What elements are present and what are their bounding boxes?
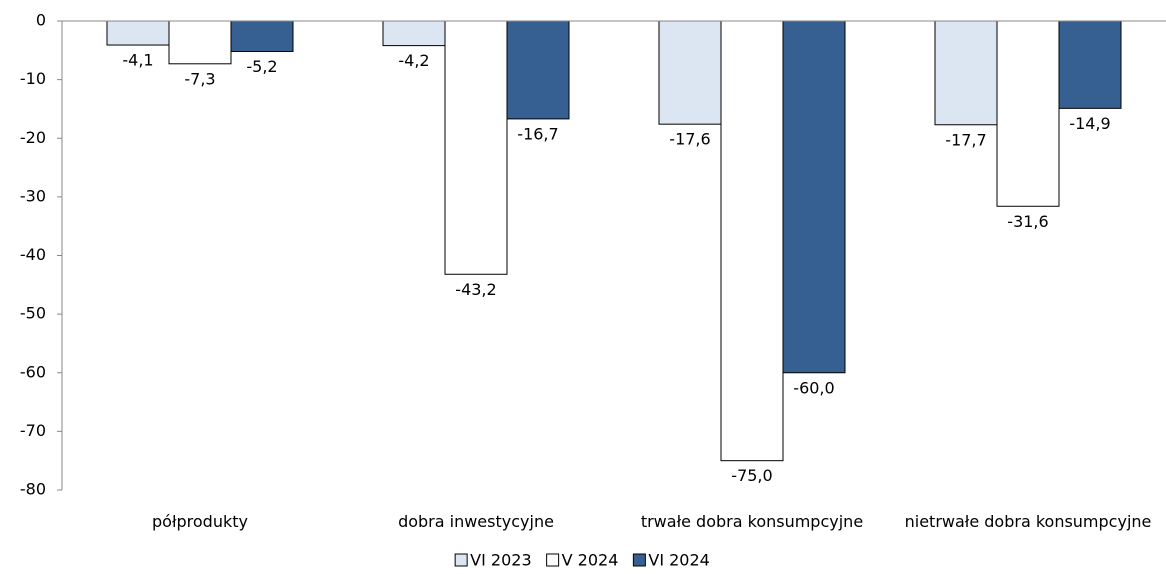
- y-tick-label: 0: [36, 11, 46, 30]
- value-label: -43,2: [455, 280, 496, 299]
- bar: [382, 20, 446, 47]
- value-label: -17,7: [945, 130, 986, 149]
- x-tick-label: nietrwałe dobra konsumpcyjne: [904, 512, 1152, 531]
- bar: [720, 20, 784, 462]
- value-label: -60,0: [793, 378, 834, 397]
- value-label: -16,7: [517, 124, 558, 143]
- legend-swatch: [632, 553, 646, 567]
- y-tick-label: -30: [20, 186, 46, 205]
- value-label: -7,3: [184, 69, 215, 88]
- legend-label: VI 2024: [648, 551, 709, 570]
- bar: [658, 20, 722, 125]
- value-label: -31,6: [1007, 212, 1048, 231]
- x-tick-label: trwałe dobra konsumpcyjne: [640, 512, 864, 531]
- bar: [1058, 20, 1122, 109]
- y-tick-label: -70: [20, 421, 46, 440]
- y-tick-label: -60: [20, 362, 46, 381]
- value-label: -4,1: [122, 51, 153, 70]
- y-tick-label: -10: [20, 69, 46, 88]
- bar: [506, 20, 570, 120]
- y-tick-label: -20: [20, 128, 46, 147]
- legend-label: VI 2023: [470, 551, 531, 570]
- bar: [444, 20, 508, 275]
- value-label: -17,6: [669, 130, 710, 149]
- x-tick-label: dobra inwestycyjne: [398, 512, 554, 531]
- bar: [782, 20, 846, 374]
- bar: [106, 20, 170, 46]
- y-tick-label: -80: [20, 480, 46, 499]
- x-tick-label: półprodukty: [152, 512, 248, 531]
- bar: [996, 20, 1060, 207]
- legend-swatch: [454, 553, 468, 567]
- bar: [934, 20, 998, 126]
- value-label: -4,2: [398, 51, 429, 70]
- bar: [230, 20, 294, 52]
- bar: [168, 20, 232, 65]
- y-tick-label: -40: [20, 245, 46, 264]
- value-label: -75,0: [731, 466, 772, 485]
- y-tick-label: -50: [20, 304, 46, 323]
- legend-swatch: [546, 553, 560, 567]
- legend-label: V 2024: [562, 551, 619, 570]
- value-label: -5,2: [246, 57, 277, 76]
- value-label: -14,9: [1069, 114, 1110, 133]
